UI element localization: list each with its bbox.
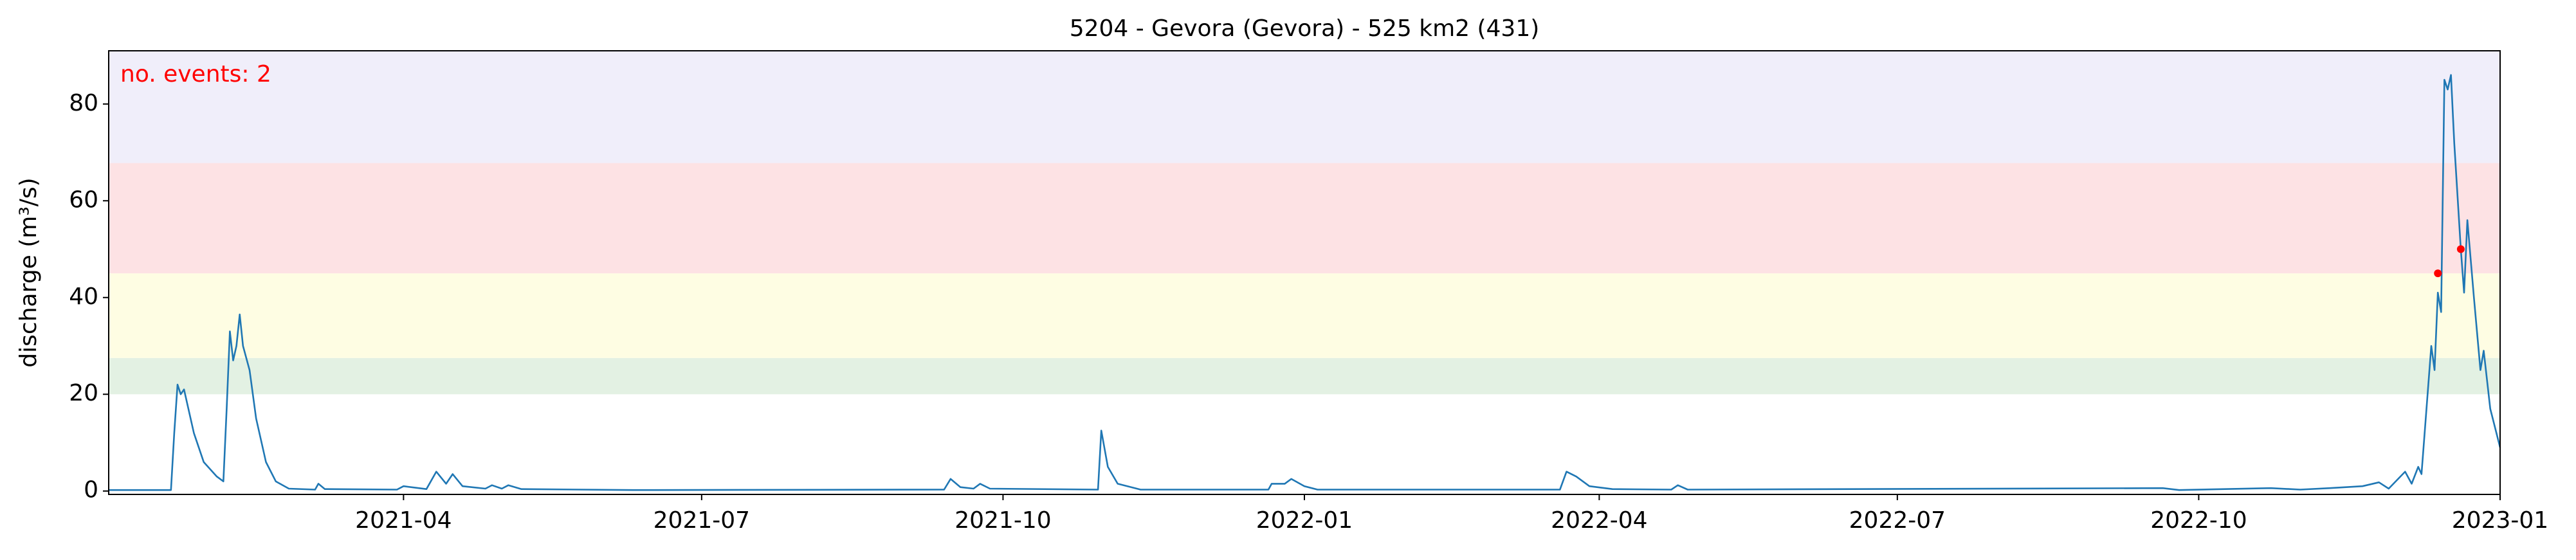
event-point <box>2456 245 2465 253</box>
discharge-line <box>109 74 2501 491</box>
y-tick-label: 60 <box>69 186 98 213</box>
x-tick-label: 2021-04 <box>355 507 452 534</box>
x-tick-label: 2022-04 <box>1551 507 1647 534</box>
y-tick-label: 40 <box>69 284 98 310</box>
chart-title: 5204 - Gevora (Gevora) - 525 km2 (431) <box>1070 15 1540 42</box>
x-tick-label: 2021-10 <box>955 507 1051 534</box>
event-point <box>2434 269 2442 278</box>
y-tick-label: 0 <box>84 477 98 503</box>
plot-frame <box>108 50 2501 495</box>
x-tick-label: 2022-07 <box>1849 507 1946 534</box>
y-tick-label: 20 <box>69 380 98 406</box>
x-tick-label: 2021-07 <box>653 507 750 534</box>
annotation: no. events: 2 <box>120 61 271 87</box>
threshold-band <box>109 273 2500 358</box>
threshold-band <box>109 163 2500 274</box>
threshold-band <box>109 357 2500 395</box>
y-axis-label: discharge (m³/s) <box>15 177 42 367</box>
x-tick-label: 2022-10 <box>2150 507 2247 534</box>
x-tick-label: 2022-01 <box>1256 507 1353 534</box>
threshold-band <box>109 51 2500 163</box>
y-tick-label: 80 <box>69 90 98 116</box>
x-tick-label: 2023-01 <box>2452 507 2548 534</box>
